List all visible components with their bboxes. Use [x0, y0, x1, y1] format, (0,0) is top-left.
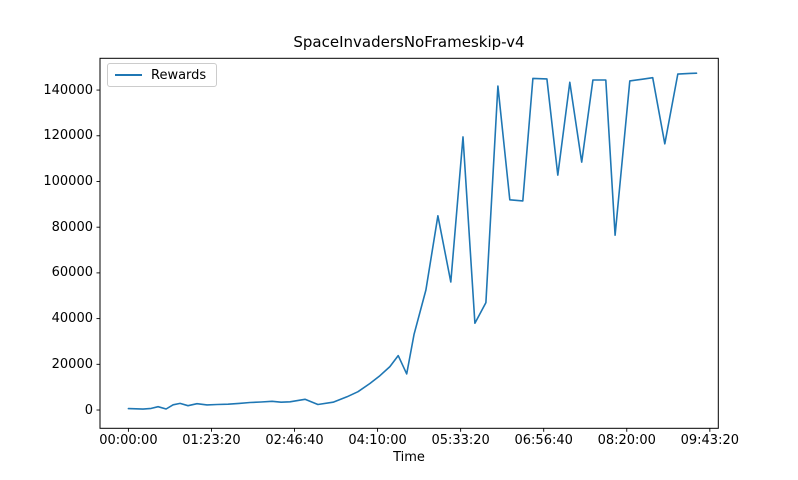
legend-line-sample: [115, 74, 142, 76]
x-tick-label: 01:23:20: [182, 433, 241, 448]
y-tick-label: 20000: [51, 356, 93, 372]
x-tick-label: 09:43:20: [680, 433, 739, 448]
y-tick-label: 40000: [51, 311, 93, 327]
chart-title: SpaceInvadersNoFrameskip-v4: [293, 33, 525, 51]
y-tick-label: 80000: [51, 219, 93, 235]
x-tick-label: 05:33:20: [431, 433, 490, 448]
x-tick-label: 06:56:40: [514, 433, 573, 448]
legend: Rewards: [107, 63, 218, 87]
x-axis-label: Time: [393, 450, 425, 465]
y-tick-label: 60000: [51, 265, 93, 281]
data-line-rewards: [127, 72, 698, 410]
x-tick-label: 00:00:00: [99, 433, 158, 448]
x-tick-label: 08:20:00: [597, 433, 656, 448]
y-tick-label: 140000: [43, 82, 93, 98]
y-tick-label: 100000: [43, 173, 93, 189]
y-tick-label: 120000: [43, 128, 93, 144]
x-tick-label: 04:10:00: [348, 433, 407, 448]
plot-border: [99, 57, 719, 429]
x-tick-label: 02:46:40: [265, 433, 324, 448]
y-tick-label: 0: [84, 402, 93, 418]
legend-label: Rewards: [151, 67, 207, 83]
